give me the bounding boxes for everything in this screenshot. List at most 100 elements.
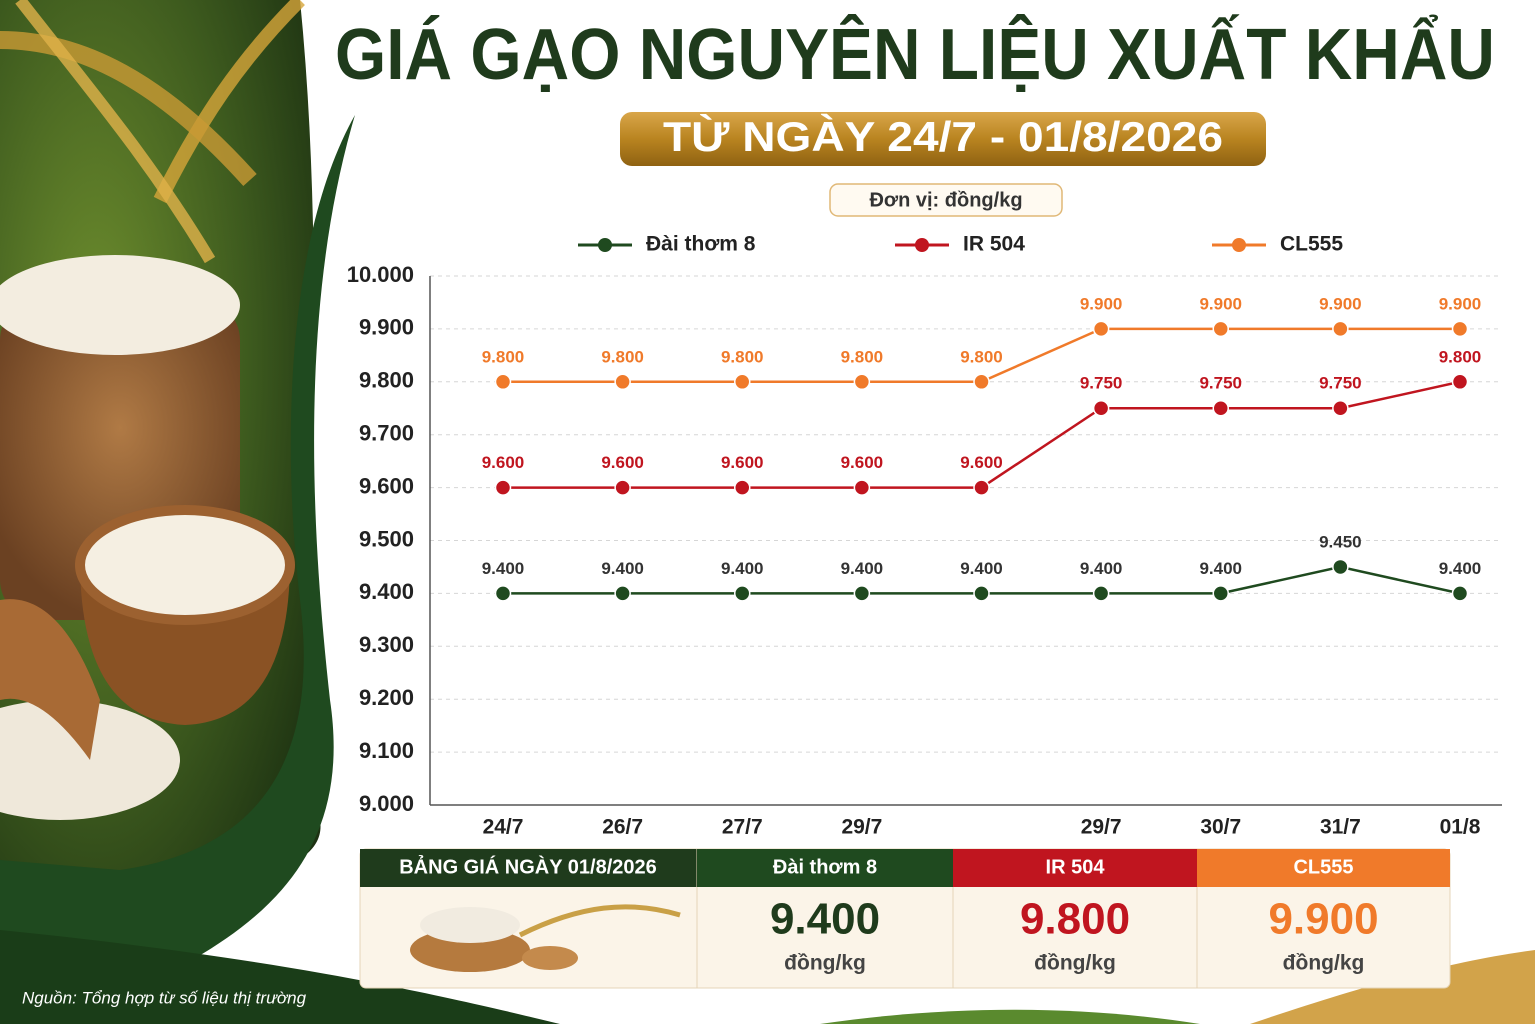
data-label: 9.800 <box>960 347 1003 366</box>
data-point <box>853 585 871 602</box>
data-label: 9.400 <box>721 559 764 578</box>
series: 9.400 9.400 9.400 9.400 9.400 9.400 9.400 9.450… <box>482 532 1481 602</box>
data-point <box>973 585 990 602</box>
data-label: 9.800 <box>721 347 764 366</box>
data-point <box>1212 400 1229 417</box>
y-tick-label: 9.300 <box>359 632 414 657</box>
subtitle: TỪ NGÀY 24/7 - 01/8/2026 <box>663 112 1223 160</box>
bottom-wave-green <box>820 1009 1200 1024</box>
x-tick-label: 29/7 <box>841 816 882 839</box>
data-label: 9.600 <box>960 453 1003 472</box>
y-tick-label: 9.700 <box>359 421 414 446</box>
y-tick-label: 9.100 <box>359 738 414 763</box>
rice-pile <box>0 255 240 355</box>
scoop <box>0 599 100 760</box>
rice-stalk <box>0 31 257 187</box>
data-point <box>1212 585 1229 602</box>
y-tick-label: 9.400 <box>359 579 414 604</box>
data-label: 9.600 <box>721 453 764 472</box>
data-label: 9.400 <box>841 559 884 578</box>
data-label: 9.800 <box>1439 347 1482 366</box>
data-point <box>494 373 512 391</box>
data-label: 9.900 <box>1319 294 1362 313</box>
rice-icon <box>420 907 520 943</box>
data-label: 9.400 <box>482 559 525 578</box>
table-header-cell <box>1197 849 1450 887</box>
table-header: Đài thơm 8 <box>773 856 877 878</box>
data-point <box>734 585 751 602</box>
data-label: 9.900 <box>1199 294 1242 313</box>
y-tick-label: 9.200 <box>359 685 414 710</box>
title: GIÁ GẠO NGUYÊN LIỆU XUẤT KHẨU <box>335 14 1495 95</box>
rice-stalk <box>15 0 216 264</box>
y-tick-label: 9.000 <box>359 791 414 816</box>
x-tick-label: 29/7 <box>1081 816 1122 839</box>
data-label: 9.400 <box>960 559 1003 578</box>
legend-label: CL555 <box>1280 233 1343 256</box>
data-point <box>734 373 751 391</box>
table-title: BẢNG GIÁ NGÀY 01/8/2026 <box>399 855 657 878</box>
data-point <box>973 373 990 391</box>
data-point <box>494 585 512 602</box>
data-label: 9.900 <box>1439 294 1482 313</box>
x-tick-label: 24/7 <box>483 816 524 839</box>
data-point <box>973 479 990 496</box>
data-point <box>853 479 871 496</box>
rice-spill <box>0 700 180 820</box>
legend-label: Đài thơm 8 <box>646 233 756 256</box>
y-tick-label: 9.500 <box>359 526 414 551</box>
y-tick-label: 9.900 <box>359 315 414 340</box>
legend-label: IR 504 <box>963 233 1025 256</box>
data-point <box>1451 585 1469 602</box>
y-tick-label: 9.800 <box>359 368 414 393</box>
data-point <box>614 585 631 602</box>
data-point <box>1332 320 1349 338</box>
table-unit: đồng/kg <box>784 952 866 975</box>
data-label: 9.750 <box>1319 374 1362 393</box>
data-point <box>853 373 871 391</box>
legend-marker <box>915 238 929 252</box>
series: 9.800 9.800 9.800 9.800 9.800 9.900 9.900 9.900… <box>482 294 1482 391</box>
data-point <box>734 479 751 496</box>
table-header-cell <box>953 849 1197 887</box>
x-tick-label: 27/7 <box>722 816 763 839</box>
unit-box <box>829 183 1063 217</box>
data-label: 9.750 <box>1080 374 1123 393</box>
data-point <box>1092 400 1110 417</box>
unit-note: Đơn vị: đồng/kg <box>869 189 1022 211</box>
x-tick-label: 31/7 <box>1320 816 1361 839</box>
data-label: 9.750 <box>1199 374 1242 393</box>
data-point <box>614 479 631 496</box>
data-label: 9.900 <box>1080 294 1123 313</box>
green-swoosh <box>0 115 355 1024</box>
data-label: 9.800 <box>601 347 644 366</box>
y-tick-label: 10.000 <box>347 262 414 287</box>
x-tick-label: 26/7 <box>602 816 643 839</box>
data-point <box>1332 558 1349 576</box>
table-unit: đồng/kg <box>1034 952 1116 975</box>
rice-pile <box>75 505 295 625</box>
x-tick-label: 01/8 <box>1440 816 1481 839</box>
data-label: 9.400 <box>1199 559 1242 578</box>
data-label: 9.600 <box>601 453 644 472</box>
source: Nguồn: Tổng hợp từ số liệu thị trường <box>22 988 307 1007</box>
data-point <box>1212 320 1229 338</box>
rice-bowl-icon <box>522 946 578 970</box>
table-unit: đồng/kg <box>1283 952 1365 975</box>
data-label: 9.600 <box>841 453 884 472</box>
data-label: 9.800 <box>482 347 525 366</box>
y-tick-label: 9.600 <box>359 473 414 498</box>
data-point <box>1451 373 1469 391</box>
table-price: 9.900 <box>1268 895 1378 944</box>
data-point <box>1092 585 1110 602</box>
data-point <box>1451 320 1469 338</box>
table-header-cell <box>360 849 697 887</box>
table-header: CL555 <box>1293 856 1353 878</box>
rice-stalk-icon <box>518 904 681 938</box>
series: 9.600 9.600 9.600 9.600 9.600 9.750 9.750 9.750… <box>482 347 1482 496</box>
data-point <box>494 479 512 496</box>
data-label: 9.800 <box>841 347 884 366</box>
data-label: 9.450 <box>1319 532 1362 551</box>
